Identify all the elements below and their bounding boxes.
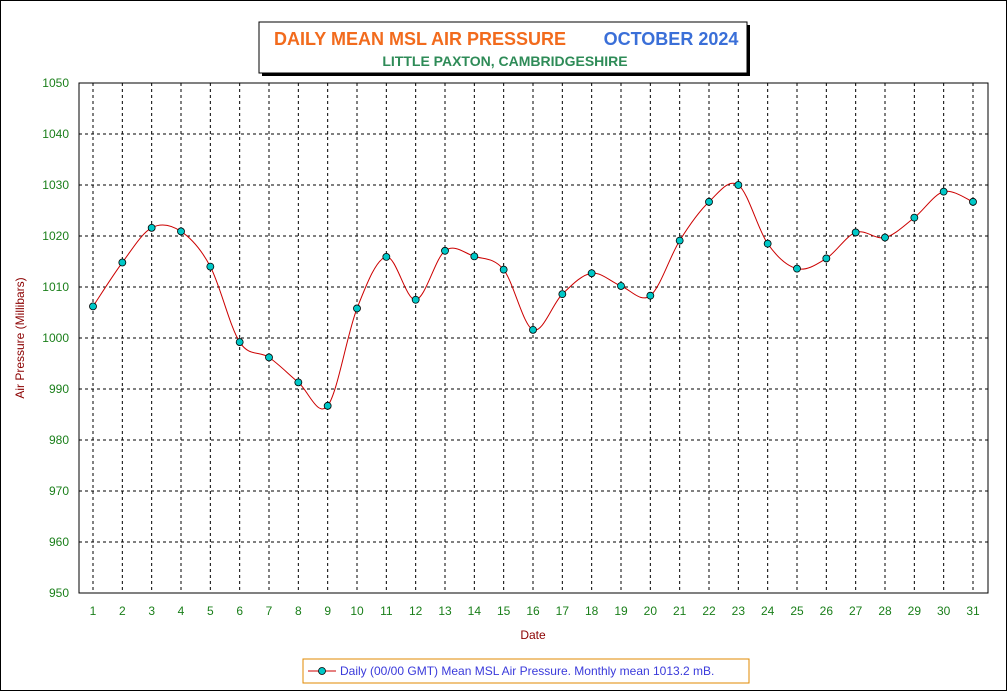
chart-title: DAILY MEAN MSL AIR PRESSURE	[274, 29, 566, 49]
data-point	[881, 233, 889, 242]
x-tick-label: 18	[585, 604, 599, 618]
data-point	[910, 213, 919, 222]
data-point	[734, 181, 743, 189]
data-point	[411, 295, 420, 304]
data-point	[470, 252, 479, 261]
x-tick-label: 24	[761, 604, 775, 618]
x-tick-label: 1	[90, 604, 97, 618]
data-point	[822, 254, 831, 263]
data-point	[617, 282, 625, 290]
legend-box	[302, 658, 750, 684]
x-tick-label: 16	[526, 604, 540, 618]
data-point	[265, 353, 273, 362]
data-point	[587, 269, 596, 278]
y-tick-label: 1010	[42, 280, 69, 294]
y-tick-label: 1050	[42, 76, 69, 90]
y-tick-label: 990	[49, 382, 69, 396]
data-point	[763, 239, 772, 248]
legend: Daily (00/00 GMT) Mean MSL Air Pressure.…	[302, 658, 750, 684]
x-tick-label: 10	[350, 604, 364, 618]
y-tick-label: 950	[49, 586, 69, 600]
x-tick-label: 5	[207, 604, 214, 618]
x-tick-label: 21	[673, 604, 687, 618]
grid-lines	[79, 83, 988, 593]
data-point	[705, 197, 713, 206]
x-tick-label: 29	[908, 604, 922, 618]
x-tick-label: 19	[614, 604, 628, 618]
y-tick-label: 960	[49, 535, 69, 549]
y-tick-label: 1040	[42, 127, 69, 141]
x-tick-label: 20	[644, 604, 658, 618]
data-point	[441, 246, 449, 255]
series-markers	[89, 181, 977, 410]
data-point	[235, 338, 244, 346]
data-point	[353, 304, 361, 313]
data-point	[558, 290, 567, 299]
chart-title-month: OCTOBER 2024	[604, 29, 739, 49]
data-point	[177, 227, 185, 236]
x-tick-label: 4	[178, 604, 185, 618]
x-tick-label: 17	[556, 604, 570, 618]
data-point	[939, 187, 948, 196]
x-tick-label: 8	[295, 604, 302, 618]
y-tick-label: 1000	[42, 331, 69, 345]
title-box-panel	[258, 21, 748, 74]
chart-subtitle: LITTLE PAXTON, CAMBRIDGESHIRE	[382, 53, 627, 69]
data-point	[675, 236, 684, 245]
legend-entry: Daily (00/00 GMT) Mean MSL Air Pressure.…	[340, 664, 714, 678]
y-axis-ticks: 950 960 970 980 990 1000 1010 1020 1030 1040 1050	[42, 76, 69, 600]
x-tick-label: 26	[820, 604, 834, 618]
x-tick-label: 6	[236, 604, 243, 618]
data-point	[147, 223, 156, 232]
x-axis-ticks: 1 2 3 4 5 6 7 8 9 10 11 12 13 14 15 16 17 18 19 20 21 22 23 24 2…	[90, 604, 980, 618]
x-tick-label: 31	[966, 604, 980, 618]
data-point	[499, 265, 508, 274]
x-tick-label: 28	[878, 604, 892, 618]
data-point	[323, 401, 332, 410]
x-tick-label: 9	[324, 604, 331, 618]
x-tick-label: 30	[937, 604, 951, 618]
x-tick-label: 2	[119, 604, 126, 618]
x-tick-label: 3	[148, 604, 155, 618]
y-tick-label: 1030	[42, 178, 69, 192]
x-tick-label: 23	[732, 604, 746, 618]
data-point	[529, 325, 537, 334]
data-point	[793, 264, 801, 273]
x-tick-label: 15	[497, 604, 511, 618]
data-point	[206, 262, 215, 271]
x-tick-label: 11	[380, 604, 393, 618]
data-point	[118, 258, 127, 267]
x-tick-label: 27	[849, 604, 863, 618]
x-tick-label: 14	[468, 604, 482, 618]
x-tick-label: 12	[409, 604, 423, 618]
x-tick-label: 22	[702, 604, 716, 618]
data-point	[646, 291, 655, 300]
y-tick-label: 970	[49, 484, 69, 498]
y-axis-label: Air Pressure (Millibars)	[13, 277, 27, 398]
y-tick-label: 1020	[42, 229, 69, 243]
y-tick-label: 980	[49, 433, 69, 447]
data-point	[851, 228, 860, 237]
x-axis-label: Date	[520, 628, 546, 642]
data-point	[89, 302, 97, 311]
x-tick-label: 7	[266, 604, 273, 618]
x-tick-label: 13	[438, 604, 452, 618]
title-box: DAILY MEAN MSL AIR PRESSURE OCTOBER 2024…	[258, 21, 750, 76]
data-point	[969, 197, 977, 206]
legend-marker-swatch	[318, 667, 326, 675]
x-tick-label: 25	[790, 604, 804, 618]
data-point	[382, 253, 391, 261]
data-point	[294, 378, 303, 387]
